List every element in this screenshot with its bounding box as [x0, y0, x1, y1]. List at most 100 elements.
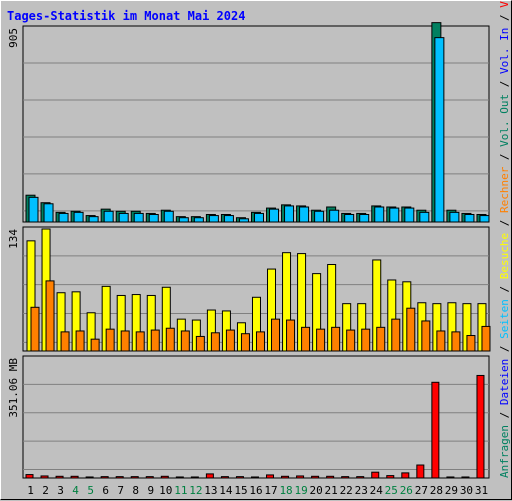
bar-volumen-8: [130, 476, 139, 479]
bar-rechner-3: [60, 331, 70, 352]
bar-rechner-13: [210, 332, 220, 352]
x-tick-label: 11: [174, 484, 187, 497]
bar-rechner-18: [286, 319, 296, 352]
bar-volumen-13: [205, 473, 214, 479]
x-tick-label: 21: [325, 484, 338, 497]
bar-rechner-27: [421, 320, 431, 352]
x-tick-label: 4: [72, 484, 79, 497]
legend-separator: /: [498, 213, 511, 233]
x-tick-label: 27: [415, 484, 428, 497]
bar-volumen-28: [431, 381, 440, 479]
right-series-labels: Anfragen / Dateien / Seiten / Besuche / …: [498, 1, 511, 478]
bar-volumen-7: [115, 476, 124, 479]
bar-dateien-10: [163, 210, 174, 223]
bar-rechner-15: [240, 333, 250, 352]
x-tick-label: 1: [27, 484, 34, 497]
x-tick-label: 25: [385, 484, 398, 497]
bar-rechner-29: [451, 331, 461, 352]
x-tick-label: 2: [42, 484, 49, 497]
bar-volumen-11: [175, 476, 184, 479]
bar-dateien-4: [73, 211, 84, 223]
bar-rechner-19: [301, 326, 311, 352]
bar-dateien-13: [208, 215, 219, 223]
bar-volumen-31: [476, 374, 485, 479]
bar-rechner-9: [150, 329, 160, 352]
y-max-label: 905: [7, 28, 20, 48]
bar-dateien-30: [464, 213, 475, 223]
bar-dateien-28: [434, 37, 445, 223]
bar-rechner-14: [225, 329, 235, 352]
x-tick-label: 16: [249, 484, 262, 497]
bar-rechner-22: [346, 329, 356, 352]
x-tick-label: 8: [132, 484, 139, 497]
panel-bottom: 351.06 MB: [7, 355, 490, 479]
x-tick-label: 22: [340, 484, 353, 497]
x-tick-label: 17: [264, 484, 277, 497]
bar-dateien-17: [269, 208, 280, 223]
chart-panels: 905 134 351.06 MB: [7, 22, 491, 479]
x-tick-label: 5: [87, 484, 94, 497]
bar-rechner-11: [180, 330, 190, 352]
bar-dateien-21: [329, 209, 340, 223]
legend-separator: /: [498, 405, 511, 425]
bar-volumen-25: [386, 475, 395, 479]
bar-volumen-20: [311, 475, 320, 479]
bar-rechner-10: [165, 327, 175, 352]
bar-dateien-1: [28, 196, 39, 223]
bar-dateien-9: [148, 213, 159, 223]
panel-middle: 134: [7, 226, 491, 352]
bar-volumen-5: [85, 476, 94, 479]
bar-rechner-1: [30, 306, 40, 352]
x-tick-label: 3: [57, 484, 64, 497]
x-tick-label: 30: [460, 484, 473, 497]
bar-rechner-17: [271, 318, 281, 352]
bar-rechner-16: [255, 331, 265, 352]
bar-volumen-9: [145, 476, 154, 479]
y-max-label: 351.06 MB: [7, 358, 20, 418]
bar-rechner-30: [466, 335, 476, 352]
x-axis: 1 2 3 4 5 6 7 8 9 10 11 12 13 14 15 16 17 18 19 20 21 22 23 24 2…: [27, 484, 488, 497]
legend-besuche: Besuche: [498, 233, 511, 279]
legend-vol-out: Vol. Out: [498, 94, 511, 147]
bar-dateien-15: [238, 218, 249, 223]
x-tick-label: 26: [400, 484, 413, 497]
bar-dateien-20: [314, 210, 325, 223]
bar-rechner-7: [120, 330, 130, 352]
bar-rechner-25: [391, 318, 401, 352]
x-tick-label: 14: [219, 484, 233, 497]
bar-dateien-2: [43, 203, 54, 223]
bar-rechner-20: [316, 328, 326, 352]
bar-rechner-21: [331, 326, 341, 352]
legend-seiten: Seiten: [498, 299, 511, 339]
bar-rechner-23: [361, 328, 371, 352]
x-tick-label: 31: [475, 484, 488, 497]
bar-volumen-6: [100, 476, 109, 479]
legend-separator: /: [498, 279, 511, 299]
x-tick-label: 28: [430, 484, 443, 497]
x-tick-label: 23: [355, 484, 368, 497]
x-tick-label: 10: [159, 484, 172, 497]
x-tick-label: 7: [117, 484, 124, 497]
bar-volumen-12: [190, 476, 199, 479]
bar-rechner-24: [376, 326, 386, 352]
bar-volumen-2: [40, 475, 49, 479]
legend-vol-in: Vol. In: [498, 28, 511, 74]
panel-top: 905: [7, 22, 490, 223]
bar-volumen-3: [55, 475, 64, 479]
legend-separator: /: [498, 339, 511, 359]
bar-rechner-5: [90, 338, 100, 352]
legend-dateien: Dateien: [498, 359, 511, 405]
bar-rechner-31: [481, 325, 491, 352]
bar-dateien-16: [253, 212, 264, 223]
bar-dateien-25: [389, 207, 400, 223]
bar-rechner-2: [45, 280, 55, 352]
bar-volumen-4: [70, 475, 79, 479]
bar-rechner-12: [195, 335, 205, 352]
bar-dateien-7: [118, 212, 129, 223]
bar-volumen-18: [281, 475, 290, 479]
bar-dateien-26: [404, 207, 415, 223]
legend-separator: /: [498, 74, 511, 94]
x-tick-label: 24: [370, 484, 384, 497]
